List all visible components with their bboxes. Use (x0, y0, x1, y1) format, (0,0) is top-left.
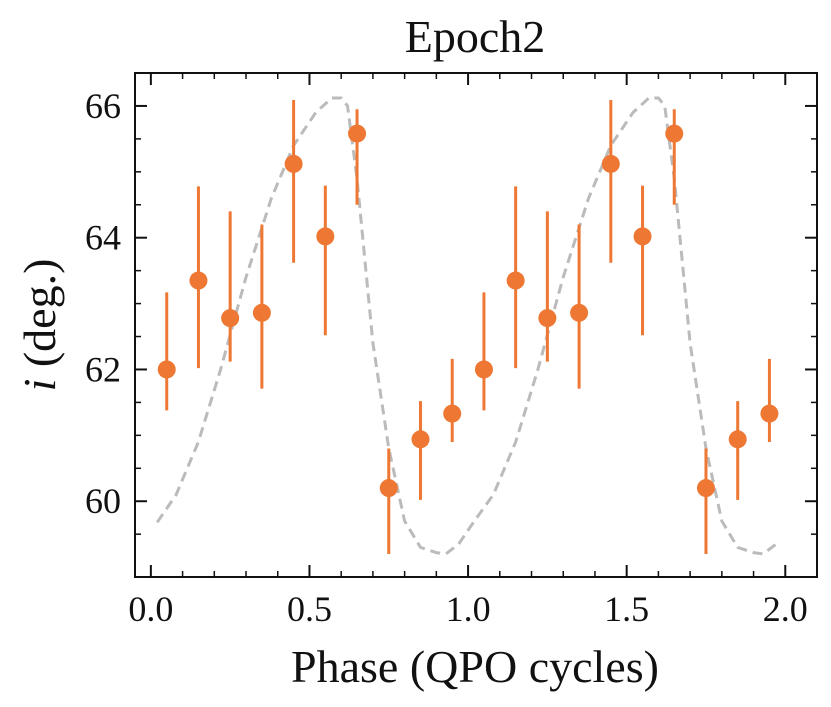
axes-frame (134, 72, 818, 578)
chart-title: Epoch2 (405, 11, 546, 62)
data-point (696, 479, 715, 498)
x-tick-label: 1.0 (446, 589, 491, 629)
y-tick-label: 60 (85, 481, 121, 521)
x-tick-label: 0.5 (287, 589, 332, 629)
x-tick-label: 0.0 (128, 589, 173, 629)
data-point (348, 124, 367, 143)
data-point (379, 479, 398, 498)
y-tick-label: 66 (85, 86, 121, 126)
y-tick-label: 64 (85, 218, 121, 258)
data-point (189, 271, 208, 290)
data-point (633, 227, 652, 246)
y-axis-label-symbol: i (14, 379, 65, 392)
data-point (316, 227, 335, 246)
x-tick-label: 1.5 (604, 589, 649, 629)
data-point (157, 360, 176, 379)
model-curve (155, 96, 780, 556)
data-point (443, 404, 462, 423)
data-point (411, 430, 430, 449)
data-point (252, 303, 271, 322)
data-point (665, 124, 684, 143)
data-point (474, 360, 493, 379)
y-axis-label-unit: (deg.) (14, 259, 65, 379)
plot-area: 0.0 0.5 1.0 1.5 2.0 60 62 64 66 (85, 72, 818, 629)
data-point (284, 154, 303, 173)
data-point (221, 309, 240, 328)
data-point (728, 430, 747, 449)
data-point (506, 271, 525, 290)
x-tick-label: 2.0 (763, 589, 808, 629)
data-point (601, 154, 620, 173)
data-point (760, 404, 779, 423)
y-tick-label: 62 (85, 349, 121, 389)
data-point (538, 309, 557, 328)
data-point (570, 303, 589, 322)
y-axis-label: i (deg.) (14, 259, 65, 392)
x-axis-label: Phase (QPO cycles) (291, 641, 659, 692)
